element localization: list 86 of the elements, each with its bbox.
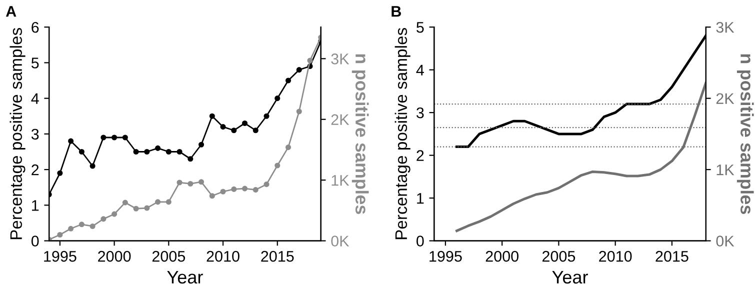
point (155, 199, 161, 205)
point (220, 124, 226, 130)
x-tick-label: 1995 (44, 250, 76, 262)
point (155, 145, 161, 151)
y2-tick-label: 1K (716, 164, 734, 176)
point (209, 193, 215, 199)
point (264, 113, 270, 119)
chart-title: B (392, 6, 401, 17)
y-tick-label: 4 (31, 93, 39, 104)
point (285, 78, 292, 84)
point (220, 188, 226, 194)
point (90, 223, 96, 230)
x-tick-label: 2010 (206, 250, 240, 262)
y-tick-label: 2 (416, 150, 424, 161)
x-tick-label: 2005 (542, 250, 576, 262)
point (198, 179, 204, 185)
y-tick-label: 4 (416, 64, 424, 76)
y2-tick-label: 0K (331, 236, 350, 246)
y2-tick-label: 2K (716, 93, 734, 104)
point (122, 134, 128, 140)
y-tick-label: 0 (416, 236, 424, 246)
y-axis-title: Percentage positive samples (394, 28, 410, 240)
point (112, 211, 118, 217)
point (242, 120, 248, 126)
point (57, 232, 63, 238)
chart-title: A (6, 6, 16, 17)
x-tick-label: 2000 (98, 250, 131, 262)
x-tick-label: 2005 (152, 250, 186, 262)
point (166, 148, 172, 155)
point (68, 226, 74, 232)
point (176, 148, 182, 155)
point (100, 216, 106, 222)
point (242, 186, 248, 192)
y2-tick-label: 0K (716, 236, 734, 246)
point (90, 163, 96, 169)
y-tick-label: 0 (31, 236, 39, 246)
y2-tick-label: 2K (331, 114, 350, 125)
point (100, 134, 106, 140)
y-tick-label: 5 (416, 22, 424, 33)
point (274, 162, 280, 168)
y2-tick-label: 1K (332, 175, 350, 186)
y-tick-label: 2 (32, 164, 39, 176)
point (166, 199, 172, 205)
point (296, 67, 302, 73)
point (231, 128, 237, 134)
point (198, 142, 204, 148)
point (57, 170, 63, 176)
x-axis-title: Year (552, 270, 588, 284)
point (144, 205, 150, 211)
y2-axis-title: n positive samples (352, 54, 369, 214)
y-tick-label: 6 (32, 22, 39, 33)
point (112, 134, 118, 140)
point (144, 148, 150, 155)
x-tick-label: 2015 (656, 250, 688, 262)
point (122, 200, 128, 206)
point (133, 148, 139, 155)
x-tick-label: 1995 (430, 250, 462, 262)
y-tick-label: 1 (417, 193, 424, 204)
point (252, 128, 258, 134)
y-tick-label: 5 (31, 58, 39, 68)
y-tick-label: 1 (32, 200, 39, 211)
y-tick-label: 3 (416, 107, 424, 118)
y2-axis-title: n positive samples (736, 54, 754, 214)
point (133, 206, 139, 212)
point (209, 113, 215, 119)
point (176, 180, 182, 186)
x-tick-label: 2000 (486, 250, 518, 262)
point (78, 222, 84, 228)
point (296, 108, 302, 114)
y-axis-title: Percentage positive samples (10, 28, 26, 240)
y2-tick-label: 3K (716, 22, 734, 33)
point (285, 144, 292, 150)
x-tick-label: 2010 (599, 250, 632, 262)
x-tick-label: 2015 (261, 250, 294, 262)
point (188, 156, 194, 162)
point (264, 182, 270, 188)
point (78, 148, 84, 155)
point (231, 186, 237, 192)
x-axis-title: Year (167, 270, 203, 284)
point (68, 138, 74, 144)
y2-tick-label: 3K (331, 54, 350, 64)
point (188, 180, 194, 187)
point (307, 58, 313, 64)
y-tick-label: 3 (31, 128, 39, 140)
point (274, 96, 280, 102)
point (252, 187, 258, 193)
